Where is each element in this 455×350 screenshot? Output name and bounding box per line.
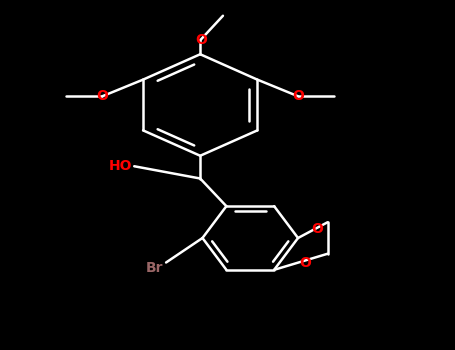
Text: O: O: [299, 256, 311, 270]
Text: O: O: [311, 222, 324, 236]
Text: O: O: [96, 89, 108, 103]
Text: Br: Br: [146, 261, 163, 275]
Text: O: O: [196, 33, 207, 47]
Text: O: O: [292, 89, 304, 103]
Text: HO: HO: [108, 159, 132, 173]
